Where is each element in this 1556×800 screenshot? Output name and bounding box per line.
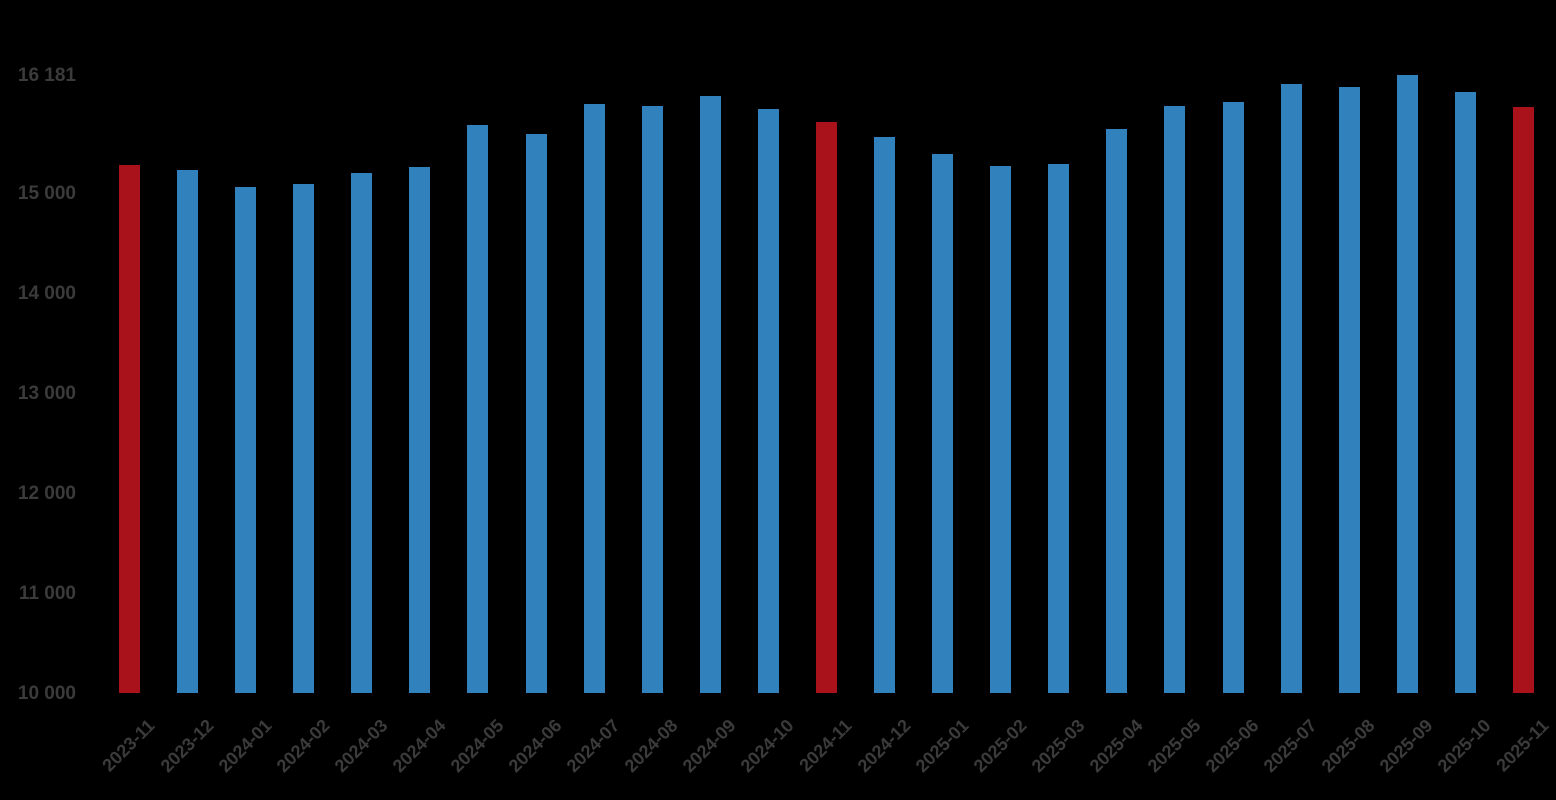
x-axis-tick-label: 2023-12 [156,715,218,777]
y-axis-tick-label: 15 000 [17,182,76,204]
bar-2025-04 [1106,129,1128,693]
bar-2025-03 [1048,163,1070,693]
bar-2024-05 [467,125,489,693]
bar-2025-02 [990,166,1012,693]
bar-2025-05 [1164,106,1186,693]
x-axis-tick-label: 2025-08 [1317,715,1379,777]
x-axis-tick-label: 2023-11 [98,715,159,776]
bar-2024-02 [293,184,315,693]
bar-2023-12 [177,170,199,693]
bar-2025-09 [1396,75,1418,693]
x-axis-tick-label: 2025-03 [1027,715,1089,777]
y-axis-tick-label: 12 000 [17,482,76,504]
x-axis-tick-label: 2024-02 [272,715,334,777]
x-axis-tick-label: 2025-09 [1375,715,1437,777]
bar-2025-07 [1280,84,1302,693]
bar-2024-12 [874,137,896,693]
x-axis-tick-label: 2024-01 [214,715,276,777]
y-axis-tick-label: 10 000 [17,682,76,704]
y-axis-tick-label: 16 181 [17,64,76,86]
bar-2024-04 [409,167,431,693]
x-axis-tick-label: 2025-06 [1201,715,1263,777]
bar-2025-11 [1512,107,1534,693]
y-axis-tick-label: 14 000 [17,282,76,304]
bar-2025-01 [932,154,954,693]
bar-2024-11 [815,121,837,693]
x-axis-tick-label: 2024-06 [504,715,566,777]
x-axis-tick-label: 2024-10 [737,715,798,777]
x-axis-tick-label: 2025-02 [969,715,1031,777]
bar-2024-06 [525,134,547,693]
x-axis-tick-label: 2024-03 [330,715,392,777]
bar-2025-10 [1454,92,1476,693]
x-axis-tick-label: 2024-12 [853,715,915,777]
y-axis-tick-label: 13 000 [17,382,76,404]
x-axis-tick-label: 2025-11 [1492,715,1553,776]
x-axis-tick-label: 2024-11 [795,715,856,776]
x-axis-tick-label: 2024-09 [678,715,740,777]
x-axis-tick-label: 2024-08 [620,715,682,777]
x-axis-tick-label: 2025-04 [1085,715,1147,777]
x-axis-tick-label: 2025-01 [911,715,973,777]
x-axis-tick-label: 2024-05 [446,715,508,777]
bar-2024-10 [757,108,779,693]
bar-2024-08 [641,105,663,693]
bar-2024-07 [583,104,605,693]
x-axis-tick-label: 2025-05 [1143,715,1205,777]
bar-2023-11 [119,165,140,693]
bar-2024-01 [235,187,257,693]
bar-2024-03 [351,173,373,693]
x-axis-tick-label: 2025-07 [1259,715,1321,777]
x-axis-tick-label: 2024-07 [562,715,624,777]
bar-2024-09 [699,96,721,693]
y-axis-tick-label: 11 000 [18,582,76,604]
bar-2025-08 [1338,87,1360,693]
x-axis-tick-label: 2025-10 [1434,715,1495,777]
bar-2025-06 [1222,101,1244,693]
x-axis-tick-label: 2024-04 [388,715,450,777]
